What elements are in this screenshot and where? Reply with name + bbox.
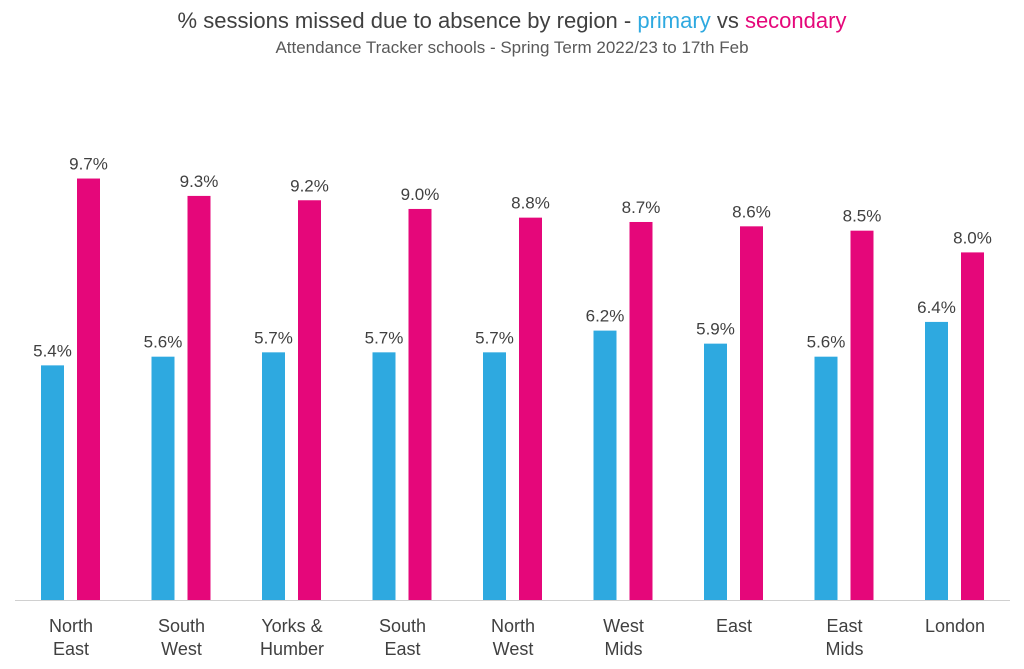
data-label-secondary: 9.0%	[401, 185, 440, 204]
chart-title-prefix: % sessions missed due to absence by regi…	[177, 8, 638, 33]
x-tick-label: West	[603, 616, 644, 636]
data-label-secondary: 8.6%	[732, 202, 771, 221]
data-label-secondary: 8.5%	[843, 207, 882, 226]
bar-secondary	[740, 226, 763, 600]
bar-secondary	[187, 195, 211, 601]
chart-title-secondary: secondary	[744, 8, 847, 33]
x-tick-label: Humber	[260, 639, 324, 659]
data-label-secondary: 9.7%	[69, 155, 108, 174]
data-label-secondary: 9.2%	[290, 176, 329, 195]
data-label-primary: 6.2%	[586, 307, 625, 326]
data-label-primary: 5.4%	[33, 341, 72, 360]
x-tick-label: South	[158, 616, 205, 636]
x-tick-label: East	[826, 616, 862, 636]
x-tick-label: North	[491, 616, 535, 636]
x-tick-label: London	[925, 616, 985, 636]
data-label-secondary: 8.7%	[622, 198, 661, 217]
data-label-secondary: 8.0%	[953, 228, 992, 247]
bar-primary	[483, 352, 506, 600]
data-label-primary: 6.4%	[917, 298, 956, 317]
data-label-primary: 5.7%	[254, 328, 293, 347]
bar-primary	[262, 352, 285, 600]
bar-secondary	[77, 178, 100, 600]
data-label-primary: 5.7%	[365, 328, 404, 347]
x-tick-label: East	[53, 639, 89, 659]
x-tick-label: Mids	[825, 639, 863, 659]
bar-secondary	[961, 252, 984, 600]
x-tick-label: West	[161, 639, 202, 659]
chart-title: % sessions missed due to absence by regi…	[0, 8, 1024, 34]
bar-primary	[372, 352, 396, 600]
bar-primary	[593, 330, 617, 600]
chart-subtitle: Attendance Tracker schools - Spring Term…	[275, 38, 749, 57]
x-tick-label: East	[384, 639, 420, 659]
data-label-primary: 5.9%	[696, 320, 735, 339]
data-label-primary: 5.6%	[807, 333, 846, 352]
bar-secondary	[629, 221, 653, 601]
x-tick-label: South	[379, 616, 426, 636]
x-tick-label: North	[49, 616, 93, 636]
x-tick-label: West	[493, 639, 534, 659]
bar-secondary	[408, 208, 432, 600]
bar-primary	[41, 365, 64, 600]
chart-title-middle: vs	[710, 8, 745, 33]
bar-primary	[814, 356, 838, 600]
bar-secondary	[519, 217, 542, 600]
data-label-secondary: 8.8%	[511, 194, 550, 213]
x-tick-label: Mids	[604, 639, 642, 659]
bar-primary	[925, 321, 948, 600]
data-label-secondary: 9.3%	[180, 172, 219, 191]
chart-title-primary: primary	[637, 8, 711, 33]
bar-secondary	[850, 230, 874, 601]
bar-secondary	[298, 200, 321, 600]
data-label-primary: 5.7%	[475, 328, 514, 347]
data-label-primary: 5.6%	[144, 333, 183, 352]
x-tick-label: Yorks &	[261, 616, 322, 636]
bar-primary	[704, 343, 727, 600]
x-tick-label: East	[716, 616, 752, 636]
bar-primary	[151, 356, 175, 600]
